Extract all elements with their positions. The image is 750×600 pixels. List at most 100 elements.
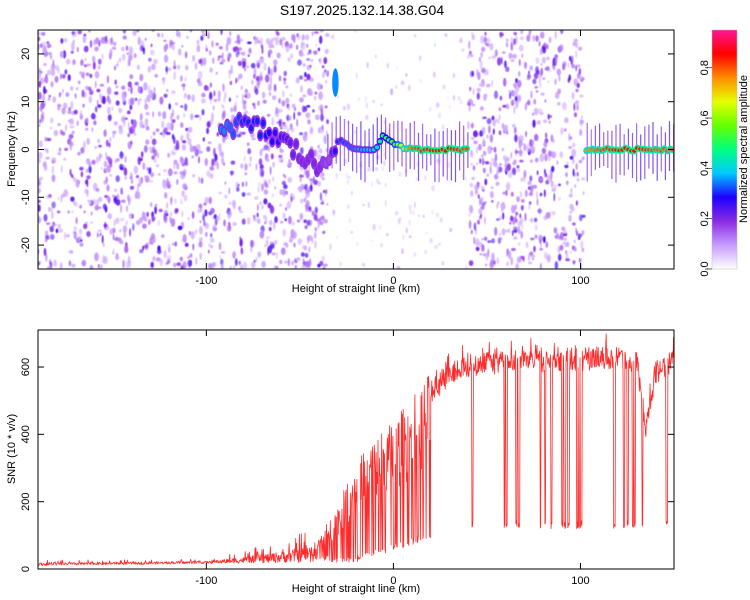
spectrogram-noise-cell (520, 230, 524, 239)
spectrogram-noise-cell (540, 262, 542, 269)
spectrogram-noise-cell (325, 32, 330, 37)
spectrogram-noise-cell (515, 78, 518, 84)
spectrogram-noise-cell (234, 101, 237, 109)
spectrogram-noise-cell (111, 36, 113, 45)
spectrogram-noise-cell (305, 194, 307, 202)
spectrogram-noise-cell (203, 84, 209, 91)
spectrogram-noise-cell (127, 133, 131, 138)
spectrogram-noise-cell (547, 113, 550, 120)
spectrogram-noise-cell (481, 46, 486, 52)
spectrogram-noise-cell (102, 37, 106, 40)
spectrogram-noise-cell (544, 252, 548, 259)
spectrogram-noise-cell (284, 218, 287, 222)
spectrogram-noise-cell (335, 173, 338, 179)
spectrogram-noise-cell (268, 66, 270, 75)
spectrogram-noise-cell (555, 57, 557, 65)
spectrogram-noise-cell (223, 96, 226, 103)
spectrogram-noise-cell (179, 256, 183, 262)
spectrogram-noise-cell (517, 242, 521, 246)
spectrogram-noise-cell (573, 239, 576, 244)
spectrogram-noise-cell (128, 198, 131, 206)
spectrogram-noise-cell (244, 172, 248, 176)
spectrogram-noise-cell (275, 30, 279, 34)
spectrogram-noise-cell (148, 57, 152, 62)
spectrogram-noise-cell (528, 192, 534, 197)
colorbar-axis: 0.00.20.40.60.8 (699, 60, 712, 277)
spectrogram-noise-cell (88, 161, 92, 168)
spectrogram-noise-cell (98, 152, 101, 162)
spectrogram-noise-cell (317, 144, 320, 149)
spectrogram-noise-cell (177, 64, 181, 70)
spectrogram-noise-cell (287, 177, 293, 183)
spectrogram-noise-cell (533, 245, 536, 253)
spectrogram-noise-cell (44, 238, 48, 243)
spectrogram-noise-cell (547, 150, 553, 157)
spectrogram-noise-cell (470, 163, 473, 166)
spectrogram-noise-cell (238, 260, 241, 265)
spectrogram-noise-cell (253, 105, 256, 110)
snr-x-tick-label: 100 (571, 575, 589, 587)
spectrogram-noise-cell (114, 65, 116, 71)
spectrogram-noise-cell (183, 112, 186, 118)
spectrogram-noise-cell (379, 224, 382, 230)
spectrogram-noise-cell (408, 204, 412, 210)
spectrogram-noise-cell (452, 95, 456, 101)
spectrogram-noise-cell (138, 178, 142, 184)
spectrogram-noise-cell (124, 155, 127, 163)
spectrogram-noise-cell (259, 201, 262, 205)
spectrogram-noise-cell (484, 216, 486, 225)
spectrogram-noise-cell (469, 86, 472, 92)
spectrogram-noise-cell (94, 46, 99, 52)
snr-y-tick-label: 200 (20, 492, 32, 510)
spectrogram-noise-cell (245, 180, 248, 187)
spectrogram-noise-cell (85, 127, 89, 131)
spectrogram-noise-cell (59, 51, 64, 58)
spectrogram-noise-cell (136, 30, 140, 33)
spectrogram-noise-cell (105, 151, 108, 159)
spectrogram-x-tick-label: 0 (390, 275, 396, 287)
spectrogram-noise-cell (302, 94, 307, 98)
spectrogram-noise-cell (533, 107, 539, 116)
spectrogram-noise-cell (239, 238, 243, 247)
spectrogram-noise-cell (227, 52, 232, 59)
spectrogram-noise-cell (255, 163, 258, 171)
spectrogram-noise-cell (119, 240, 124, 245)
spectrogram-noise-cell (576, 103, 579, 111)
spectrogram-noise-cell (186, 132, 190, 140)
spectrogram-noise-cell (254, 88, 259, 95)
spectrogram-noise-cell (179, 171, 184, 175)
spectrogram-noise-cell (316, 82, 321, 91)
spectrogram-noise-cell (285, 97, 290, 104)
spectrogram-noise-cell (515, 35, 518, 45)
spectrogram-noise-cell (292, 34, 296, 44)
signal-mark (273, 129, 278, 137)
spectrogram-noise-cell (513, 126, 517, 134)
spectrogram-noise-cell (501, 56, 503, 65)
spectrogram-noise-cell (273, 65, 277, 73)
spectrogram-noise-cell (38, 204, 41, 212)
spectrogram-noise-cell (510, 99, 515, 107)
snr-frame (37, 329, 675, 570)
spectrogram-noise-cell (112, 227, 116, 234)
spectrogram-noise-cell (63, 157, 67, 161)
spectrogram-noise-cell (144, 175, 149, 179)
spectrogram-noise-cell (470, 229, 473, 235)
spectrogram-noise-cell (518, 150, 523, 154)
spectrogram-noise-cell (494, 174, 499, 180)
spectrogram-noise-cell (553, 227, 558, 234)
spectrogram-noise-cell (518, 44, 524, 52)
spectrogram-noise-cell (510, 59, 515, 62)
spectrogram-noise-cell (79, 71, 83, 75)
spectrogram-noise-cell (298, 187, 303, 193)
spectrogram-noise-cell (217, 57, 220, 61)
spectrogram-noise-cell (198, 156, 200, 164)
spectrogram-noise-cell (224, 181, 227, 185)
spectrogram-noise-cell (528, 261, 532, 265)
spectrogram-noise-cell (521, 199, 525, 203)
spectrogram-noise-cell (321, 124, 324, 131)
spectrogram-noise-cell (516, 196, 520, 203)
spectrogram-noise-cell (263, 62, 267, 71)
spectrogram-noise-cell (516, 256, 522, 263)
spectrogram-noise-cell (319, 57, 322, 65)
spectrogram-noise-cell (523, 169, 527, 178)
